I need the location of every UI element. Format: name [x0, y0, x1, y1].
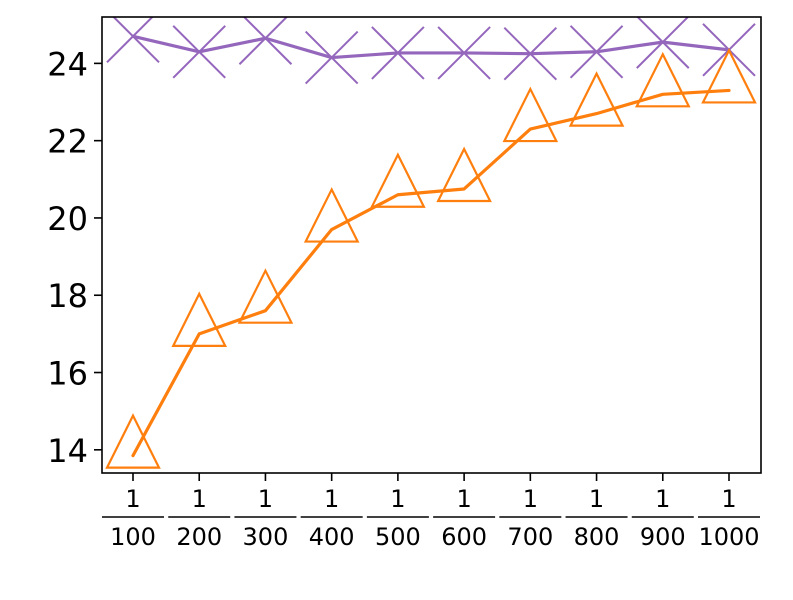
- x-tick-numerator: 1: [655, 485, 670, 513]
- x-tick-numerator: 1: [456, 485, 471, 513]
- data-point-triangle-marker: [568, 71, 625, 127]
- data-point-x-marker: [172, 25, 226, 79]
- data-point-triangle-marker: [370, 152, 426, 208]
- data-point-x-marker: [437, 26, 491, 80]
- series-line: [131, 88, 731, 458]
- x-tick-numerator: 1: [125, 485, 140, 513]
- data-point-triangle-marker: [502, 86, 559, 143]
- x-tick-denominator: 100: [110, 523, 156, 551]
- y-tick-label: 20: [47, 200, 88, 238]
- data-point-triangle-marker: [436, 146, 492, 203]
- series-line: [131, 34, 731, 60]
- data-point-triangle-marker: [635, 51, 691, 108]
- y-tick-label: 14: [47, 432, 88, 470]
- x-tick-denominator: 600: [441, 523, 487, 551]
- x-tick-numerator: 1: [258, 485, 273, 513]
- series-layer: [105, 17, 757, 469]
- data-point-x-marker: [371, 26, 425, 80]
- data-point-x-marker: [569, 25, 624, 79]
- x-tick-denominator: 900: [640, 523, 686, 551]
- x-tick-denominator: 1000: [698, 523, 759, 551]
- x-tick-denominator: 300: [243, 523, 289, 551]
- series-0: [106, 17, 756, 85]
- x-tick-label: 1 1000: [698, 485, 760, 551]
- y-tick-label: 22: [47, 123, 88, 161]
- x-tick-numerator: 1: [192, 485, 207, 513]
- data-point-x-marker: [636, 17, 690, 69]
- x-tick-numerator: 1: [589, 485, 604, 513]
- x-tick-denominator: 200: [176, 523, 222, 551]
- x-tick-denominator: 700: [507, 523, 553, 551]
- plot-frame: [101, 16, 762, 474]
- data-point-triangle-marker: [105, 413, 161, 469]
- x-tick-numerator: 1: [523, 485, 538, 513]
- data-point-x-marker: [106, 17, 160, 64]
- data-point-x-marker: [304, 30, 359, 85]
- x-tick-numerator: 1: [324, 485, 339, 513]
- y-tick-label: 24: [47, 45, 88, 83]
- x-tick-numerator: 1: [390, 485, 405, 513]
- data-point-triangle-marker: [237, 268, 294, 324]
- data-point-x-marker: [238, 17, 293, 65]
- data-point-x-marker: [503, 27, 558, 81]
- y-tick-label: 18: [47, 277, 88, 315]
- data-point-triangle-marker: [171, 291, 227, 347]
- data-point-triangle-marker: [701, 47, 757, 104]
- x-tick-denominator: 500: [375, 523, 421, 551]
- y-tick-label: 16: [47, 355, 88, 393]
- data-point-triangle-marker: [303, 187, 360, 243]
- series-1: [105, 47, 757, 469]
- axes-layer: 1416182022241100120013001400150016001700…: [47, 16, 762, 551]
- x-tick-denominator: 400: [309, 523, 355, 551]
- x-tick-denominator: 800: [574, 523, 620, 551]
- x-tick-numerator: 1: [721, 485, 736, 513]
